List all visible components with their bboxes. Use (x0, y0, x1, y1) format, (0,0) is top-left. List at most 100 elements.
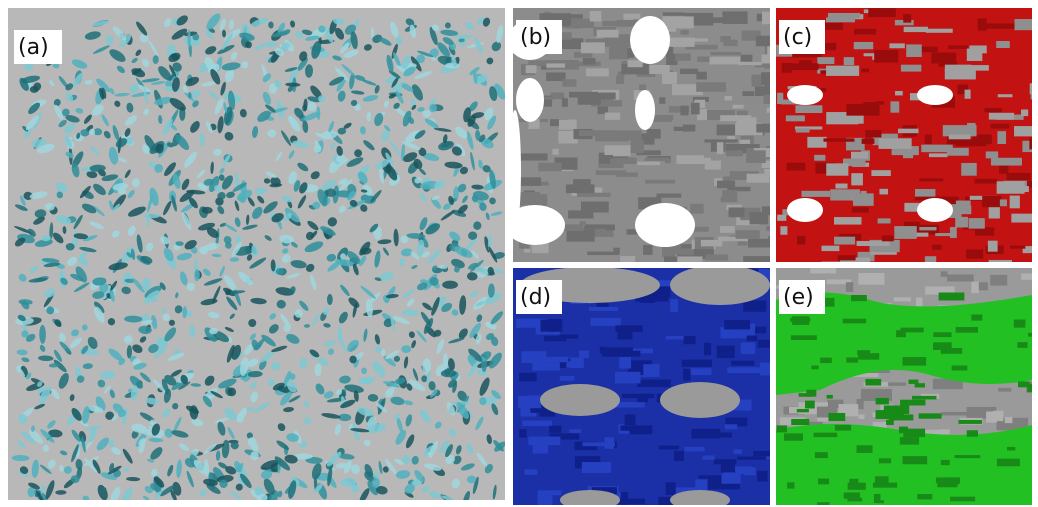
block (945, 69, 976, 80)
ribbon (66, 243, 75, 250)
block (932, 245, 941, 250)
block (828, 413, 845, 421)
block (966, 249, 983, 258)
ribbon (315, 363, 322, 376)
block (956, 327, 978, 333)
block (823, 138, 854, 141)
ribbon (89, 129, 95, 136)
block (610, 158, 637, 164)
block (901, 328, 924, 333)
block (538, 490, 562, 495)
block (882, 235, 894, 241)
block (780, 226, 787, 235)
block (967, 123, 976, 128)
block (787, 163, 806, 171)
block (699, 475, 724, 478)
block (811, 366, 818, 370)
block (541, 357, 568, 362)
block (787, 482, 794, 488)
block (722, 11, 747, 24)
block (835, 425, 851, 431)
block (901, 65, 921, 72)
block (822, 246, 840, 251)
block (680, 69, 698, 74)
block (826, 163, 848, 175)
block (1007, 447, 1015, 451)
block (890, 101, 899, 112)
block (826, 66, 859, 76)
block (1017, 342, 1027, 348)
block (727, 136, 735, 139)
ribbon (106, 35, 114, 45)
block (605, 113, 620, 120)
block (986, 151, 998, 158)
void (787, 198, 823, 222)
void (917, 198, 953, 222)
block (605, 437, 614, 449)
block (984, 108, 1002, 112)
block (568, 210, 593, 218)
block (903, 429, 925, 437)
block (982, 196, 1001, 207)
block (1021, 273, 1036, 279)
block (814, 155, 825, 161)
block (974, 179, 997, 184)
void (917, 85, 953, 105)
block (925, 256, 936, 266)
block (1029, 138, 1038, 150)
block (904, 27, 928, 32)
block (777, 215, 786, 221)
block (674, 451, 684, 461)
block (1028, 333, 1035, 337)
block (941, 460, 950, 465)
block (747, 174, 770, 183)
block (889, 43, 904, 48)
block (1019, 186, 1029, 192)
block (858, 273, 884, 285)
block (1015, 19, 1038, 30)
block (677, 155, 704, 164)
block (683, 369, 691, 381)
block (562, 98, 568, 107)
block (917, 494, 932, 499)
block (748, 239, 774, 248)
block (834, 217, 862, 225)
block (909, 380, 919, 384)
block (846, 357, 858, 362)
block (900, 400, 925, 406)
block (865, 130, 881, 137)
block (956, 139, 987, 146)
block (949, 135, 971, 140)
gray-region (540, 384, 620, 416)
block (695, 479, 707, 491)
block (585, 39, 608, 42)
block (879, 138, 912, 149)
block (865, 379, 881, 386)
block (524, 469, 537, 475)
block (939, 292, 965, 300)
block (675, 53, 691, 60)
block (751, 75, 761, 87)
void (516, 78, 544, 122)
block (733, 105, 744, 109)
block (586, 68, 609, 76)
block (906, 44, 922, 57)
block (747, 336, 758, 342)
block (998, 94, 1013, 97)
block (925, 135, 932, 144)
gray-region (660, 382, 740, 418)
block (597, 30, 619, 38)
block (777, 93, 783, 104)
block (791, 335, 817, 340)
block (784, 433, 803, 440)
block (915, 189, 935, 197)
block (950, 227, 957, 238)
block (777, 425, 787, 432)
block (609, 46, 629, 59)
block (567, 229, 595, 242)
block (788, 63, 819, 70)
block (618, 331, 633, 339)
block (991, 124, 1010, 129)
block (540, 320, 553, 332)
block (876, 410, 897, 419)
